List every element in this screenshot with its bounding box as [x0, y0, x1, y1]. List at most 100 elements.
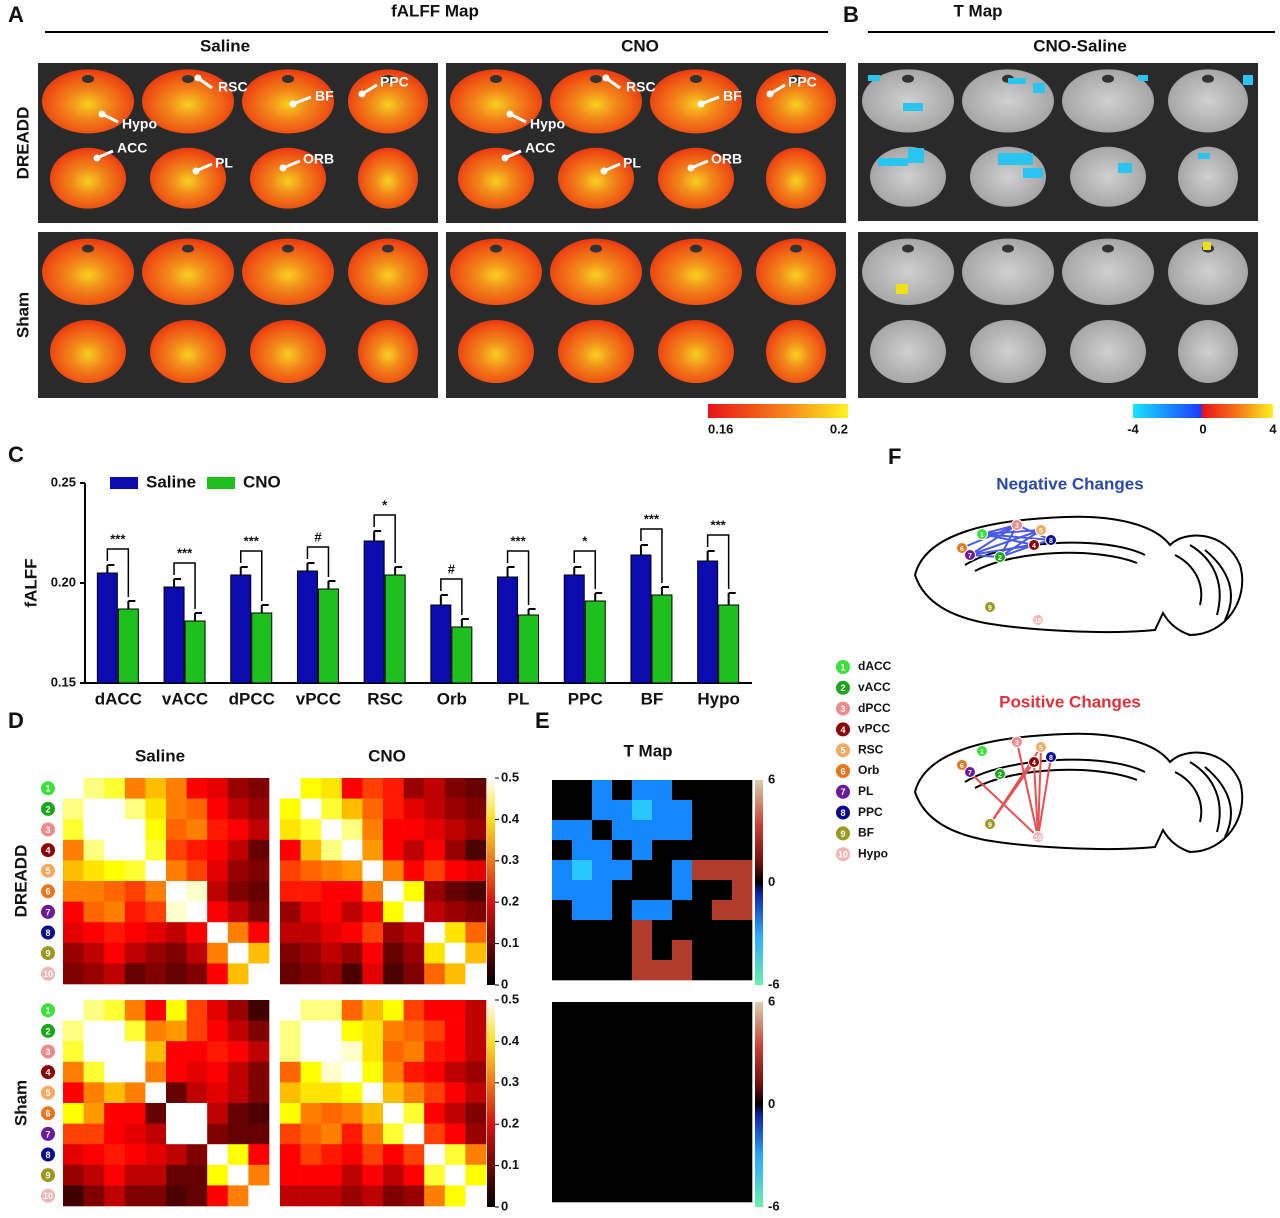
matrix-cell [341, 1041, 363, 1063]
matrix-cell [207, 963, 229, 985]
matrix-cell [383, 1061, 404, 1083]
matrix-cell [424, 942, 446, 964]
matrix-cell [63, 1041, 84, 1063]
matrix-cell [63, 1000, 84, 1021]
legend-node [836, 680, 850, 695]
matrix-cell [186, 1061, 208, 1083]
matrix-cell [444, 1041, 466, 1063]
matrix-cell [572, 780, 593, 801]
colorbar-tick-label: 0 [768, 1096, 775, 1111]
matrix-cell [145, 798, 167, 820]
matrix-cell [341, 1061, 363, 1083]
matrix-cell [104, 1020, 126, 1042]
matrix-cell [145, 839, 167, 861]
brain-slice [458, 319, 534, 384]
matrix-cell [403, 798, 425, 820]
significance-label: * [582, 533, 588, 548]
matrix-cell [712, 1162, 733, 1183]
matrix-cell [362, 778, 384, 799]
matrix-cell [227, 942, 249, 964]
ventricle [590, 244, 602, 253]
node-number: 1 [980, 749, 984, 756]
node-badge [41, 1126, 55, 1141]
arrow-head [192, 167, 200, 175]
node-badge [41, 1085, 55, 1100]
matrix-cell [207, 1185, 229, 1207]
matrix-cell [124, 1103, 146, 1124]
column-header: CNO [368, 746, 406, 765]
matrix-cell [712, 860, 733, 881]
matrix-cell [403, 1164, 425, 1186]
matrix-cell [692, 1002, 713, 1023]
matrix-cell [444, 1082, 466, 1104]
brain-outline [913, 515, 1244, 637]
matrix-cell [300, 1144, 322, 1166]
activation-blob [896, 284, 908, 294]
matrix-cell [612, 840, 633, 861]
node-number: 5 [45, 866, 50, 876]
matrix-cell [592, 880, 613, 901]
matrix-cell [403, 1185, 425, 1207]
activation-blob [1008, 78, 1026, 84]
matrix-cell [166, 860, 187, 882]
brain-slice [42, 238, 134, 306]
brain-slice [242, 69, 334, 134]
matrix-cell [362, 1144, 384, 1166]
matrix-cell [63, 1144, 84, 1166]
matrix-cell [552, 940, 573, 961]
matrix-cell [300, 778, 322, 799]
matrix-cell [248, 798, 270, 820]
matrix-cell [632, 1102, 653, 1123]
edge [1037, 756, 1052, 838]
matrix-cell [692, 840, 713, 861]
node-badge [41, 1188, 55, 1203]
colorbar [755, 780, 763, 985]
matrix-cell [692, 920, 713, 941]
colorbar-tick-label: 0 [501, 1198, 508, 1213]
matrix-cell [362, 1020, 384, 1042]
arrow-head [194, 74, 202, 82]
matrix-cell [652, 800, 673, 821]
bar [317, 588, 339, 684]
brain-slice [962, 69, 1054, 133]
matrix-cell [712, 1102, 733, 1123]
matrix-cell [712, 880, 733, 901]
matrix-cell [444, 778, 466, 799]
matrix-cell [692, 1062, 713, 1083]
matrix-cell [63, 819, 84, 841]
ventricle [790, 244, 802, 253]
activation-blob [998, 153, 1033, 165]
node-number: 1 [45, 1006, 50, 1016]
legend-node [836, 826, 850, 841]
matrix-cell [612, 1002, 633, 1023]
matrix-cell [444, 1020, 466, 1042]
bar [630, 554, 652, 684]
matrix-cell [632, 900, 653, 921]
matrix-cell [104, 1123, 126, 1145]
colorbar-tick-label: 4 [1269, 421, 1277, 436]
node-number: 2 [998, 555, 1002, 562]
matrix-cell [321, 1041, 343, 1063]
matrix-cell [424, 860, 446, 882]
annotation: ORB [711, 151, 742, 167]
matrix-cell [444, 963, 466, 985]
matrix-cell [280, 963, 301, 985]
matrix-cell [207, 1000, 229, 1021]
legend-label: Hypo [858, 846, 888, 860]
matrix-cell [280, 1020, 301, 1042]
node-number: 4 [1032, 760, 1036, 767]
matrix-cell [712, 800, 733, 821]
matrix-cell [403, 1123, 425, 1145]
node-number: 5 [45, 1088, 50, 1098]
legend-label: PL [858, 784, 873, 798]
matrix-cell [383, 839, 404, 861]
matrix-cell [552, 840, 573, 861]
matrix-cell [383, 819, 404, 841]
colorbar-tick-label: 0.2 [830, 421, 848, 436]
matrix-cell [104, 778, 126, 799]
matrix-cell [732, 1082, 753, 1103]
matrix-cell [341, 798, 363, 820]
matrix-cell [444, 901, 466, 923]
brain-slice [756, 238, 836, 306]
node-badge [41, 863, 55, 878]
